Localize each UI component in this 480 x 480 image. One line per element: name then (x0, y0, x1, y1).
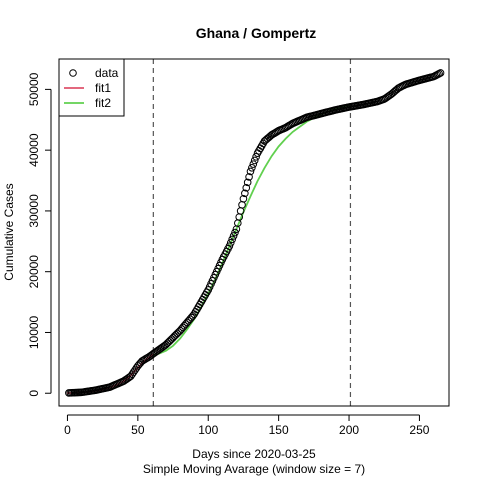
x-axis: 0 50 100 150 200 250 (64, 414, 430, 437)
legend-label-fit2: fit2 (95, 96, 111, 110)
data-points-layer (65, 69, 445, 397)
data-point (250, 156, 259, 165)
legend-label-fit1: fit1 (95, 81, 111, 95)
y-tick-label: 20000 (27, 255, 41, 289)
x-tick-label: 150 (269, 423, 289, 437)
legend-marker-data (69, 69, 77, 77)
data-point (246, 167, 255, 176)
x-tick-label: 250 (409, 423, 429, 437)
y-tick-label: 10000 (27, 315, 41, 349)
data-point (226, 238, 235, 247)
plot-area-frame (58, 58, 450, 407)
data-point (242, 184, 251, 192)
vline-layer (152, 59, 352, 406)
chart-subtitle: Simple Moving Avarage (window size = 7) (143, 462, 365, 476)
y-tick-label: 0 (27, 390, 41, 397)
data-point (249, 160, 258, 168)
y-axis-label: Cumulative Cases (2, 183, 16, 280)
data-point (239, 194, 248, 203)
y-axis: 0 10000 20000 30000 40000 50000 (27, 72, 52, 397)
y-tick-label: 40000 (27, 133, 41, 167)
data-point (228, 235, 236, 244)
data-point (241, 189, 249, 198)
data-point (436, 69, 445, 77)
y-tick-label: 50000 (27, 72, 41, 106)
data-point (231, 228, 239, 237)
chart-title: Ghana / Gompertz (196, 25, 317, 41)
x-tick-label: 0 (64, 423, 71, 437)
data-point (243, 178, 252, 187)
legend-label-data: data (95, 66, 119, 80)
x-tick-label: 100 (198, 423, 218, 437)
data-point (248, 163, 256, 172)
data-point (229, 232, 238, 240)
x-tick-label: 50 (131, 423, 145, 437)
x-axis-label: Days since 2020-03-25 (192, 447, 316, 461)
x-tick-label: 200 (339, 423, 359, 437)
data-point (225, 242, 234, 250)
data-point (252, 153, 260, 161)
data-point (245, 173, 253, 181)
y-tick-label: 30000 (27, 194, 41, 228)
